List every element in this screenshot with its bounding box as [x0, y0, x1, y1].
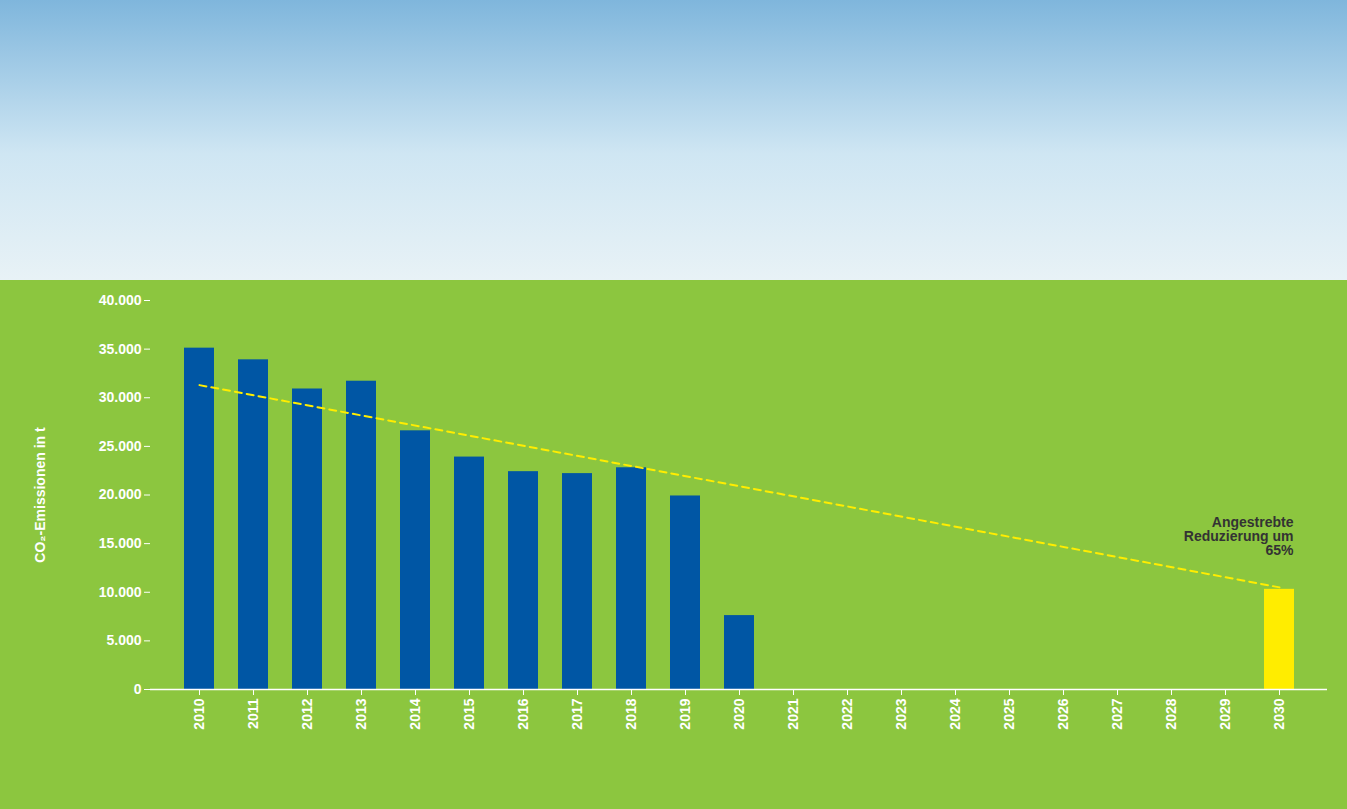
svg-text:2026: 2026 [1055, 698, 1071, 729]
svg-text:2013: 2013 [353, 698, 369, 729]
svg-text:2015: 2015 [461, 698, 477, 729]
svg-text:2016: 2016 [515, 698, 531, 729]
svg-text:AngestrebteReduzierung um65%: AngestrebteReduzierung um65% [1184, 514, 1294, 558]
svg-text:40.000: 40.000 [99, 292, 142, 308]
svg-text:2028: 2028 [1163, 698, 1179, 729]
svg-text:15.000: 15.000 [99, 535, 142, 551]
svg-text:2027: 2027 [1109, 698, 1125, 729]
svg-text:2014: 2014 [407, 698, 423, 729]
svg-text:0: 0 [134, 681, 142, 697]
svg-text:2029: 2029 [1217, 698, 1233, 729]
svg-text:2024: 2024 [947, 698, 963, 729]
svg-text:20.000: 20.000 [99, 486, 142, 502]
svg-text:2030: 2030 [1271, 698, 1287, 729]
svg-text:2019: 2019 [677, 698, 693, 729]
svg-text:2020: 2020 [731, 698, 747, 729]
svg-text:2023: 2023 [893, 698, 909, 729]
svg-text:5.000: 5.000 [106, 632, 141, 648]
svg-text:10.000: 10.000 [99, 584, 142, 600]
svg-text:2010: 2010 [191, 698, 207, 729]
svg-text:2017: 2017 [569, 698, 585, 729]
svg-text:2025: 2025 [1001, 698, 1017, 729]
svg-text:2018: 2018 [623, 698, 639, 729]
svg-text:2021: 2021 [785, 698, 801, 729]
svg-text:30.000: 30.000 [99, 389, 142, 405]
svg-text:2012: 2012 [299, 698, 315, 729]
svg-text:25.000: 25.000 [99, 438, 142, 454]
svg-text:2011: 2011 [245, 698, 261, 729]
svg-text:35.000: 35.000 [99, 341, 142, 357]
svg-text:2022: 2022 [839, 698, 855, 729]
svg-text:CO₂-Emissionen in t: CO₂-Emissionen in t [32, 427, 48, 563]
